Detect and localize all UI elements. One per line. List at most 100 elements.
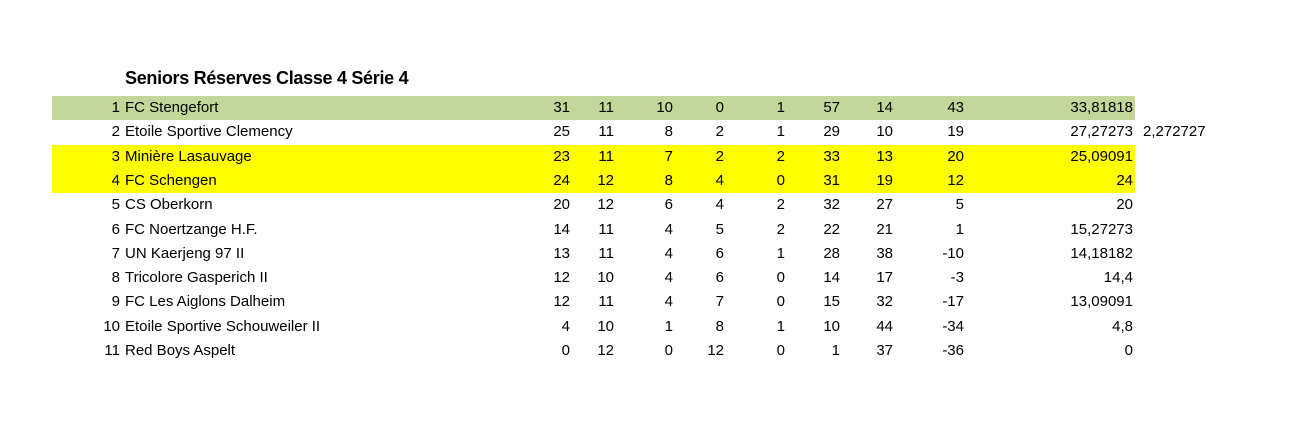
- cell-played[interactable]: 11: [598, 293, 614, 311]
- cell-w[interactable]: 4: [664, 293, 673, 311]
- cell-d[interactable]: 2: [715, 147, 724, 165]
- cell-pts[interactable]: 0: [561, 342, 570, 359]
- cell-team[interactable]: UN Kaerjeng 97 II: [125, 244, 245, 262]
- cell-d[interactable]: 4: [715, 196, 724, 214]
- cell-l[interactable]: 1: [776, 123, 785, 141]
- cell-team[interactable]: FC Schengen: [125, 171, 217, 189]
- cell-team[interactable]: Tricolore Gasperich II: [125, 269, 268, 287]
- cell-gf[interactable]: 32: [823, 196, 840, 214]
- cell-diff[interactable]: -34: [942, 317, 964, 335]
- cell-team[interactable]: FC Les Aiglons Dalheim: [125, 293, 286, 311]
- cell-played[interactable]: 11: [598, 99, 614, 116]
- cell-d[interactable]: 6: [715, 244, 724, 262]
- cell-played[interactable]: 10: [597, 317, 614, 335]
- cell-gf[interactable]: 1: [831, 342, 840, 359]
- cell-w[interactable]: 8: [664, 171, 673, 189]
- cell-pts[interactable]: 13: [553, 244, 570, 262]
- cell-pts[interactable]: 4: [561, 317, 570, 335]
- cell-w[interactable]: 6: [664, 196, 673, 214]
- cell-ga[interactable]: 21: [876, 220, 893, 238]
- cell-team[interactable]: Etoile Sportive Schouweiler II: [125, 317, 321, 335]
- cell-played[interactable]: 12: [597, 171, 614, 189]
- cell-l[interactable]: 2: [776, 147, 785, 165]
- cell-played[interactable]: 10: [597, 269, 614, 287]
- cell-played[interactable]: 12: [597, 342, 614, 359]
- cell-d[interactable]: 12: [707, 342, 724, 359]
- cell-d[interactable]: 7: [715, 293, 724, 311]
- cell-ratio[interactable]: 33,81818: [1070, 99, 1133, 116]
- cell-played[interactable]: 11: [598, 220, 614, 238]
- cell-pts[interactable]: 24: [553, 171, 570, 189]
- cell-ratio[interactable]: 14,4: [1103, 269, 1133, 287]
- cell-rank[interactable]: 7: [111, 244, 120, 262]
- cell-team[interactable]: Etoile Sportive Clemency: [125, 123, 293, 141]
- cell-l[interactable]: 1: [776, 244, 785, 262]
- cell-gf[interactable]: 29: [823, 123, 840, 141]
- cell-diff[interactable]: 1: [955, 220, 964, 238]
- cell-rank[interactable]: 1: [111, 99, 120, 116]
- cell-rank[interactable]: 8: [111, 269, 120, 287]
- cell-ratio[interactable]: 0: [1124, 342, 1133, 359]
- cell-l[interactable]: 0: [776, 269, 785, 287]
- cell-w[interactable]: 8: [664, 123, 673, 141]
- cell-diff[interactable]: -3: [950, 269, 964, 287]
- cell-ratio[interactable]: 13,09091: [1070, 293, 1133, 311]
- cell-pts[interactable]: 23: [553, 147, 570, 165]
- cell-ga[interactable]: 17: [876, 269, 893, 287]
- cell-pts[interactable]: 12: [553, 293, 570, 311]
- cell-team[interactable]: FC Stengefort: [125, 99, 219, 116]
- cell-ratio[interactable]: 24: [1116, 171, 1133, 189]
- cell-rank[interactable]: 3: [111, 147, 120, 165]
- cell-rank[interactable]: 11: [104, 342, 120, 359]
- cell-played[interactable]: 11: [598, 147, 614, 165]
- cell-ratio[interactable]: 27,27273: [1070, 123, 1133, 141]
- cell-ratio[interactable]: 20: [1116, 196, 1133, 214]
- cell-team[interactable]: CS Oberkorn: [125, 196, 213, 214]
- cell-ratio[interactable]: 4,8: [1112, 317, 1133, 335]
- cell-rank[interactable]: 2: [111, 123, 120, 141]
- cell-l[interactable]: 0: [776, 171, 785, 189]
- cell-pts[interactable]: 12: [553, 269, 570, 287]
- cell-rank[interactable]: 4: [111, 171, 120, 189]
- cell-d[interactable]: 0: [715, 99, 724, 116]
- cell-w[interactable]: 4: [664, 269, 673, 287]
- cell-diff[interactable]: -10: [942, 244, 964, 262]
- cell-d[interactable]: 8: [715, 317, 724, 335]
- cell-d[interactable]: 6: [715, 269, 724, 287]
- cell-gf[interactable]: 15: [823, 293, 840, 311]
- cell-l[interactable]: 2: [776, 196, 785, 214]
- cell-diff[interactable]: 43: [947, 99, 964, 116]
- cell-diff[interactable]: 19: [947, 123, 964, 141]
- cell-gf[interactable]: 33: [823, 147, 840, 165]
- cell-w[interactable]: 4: [664, 220, 673, 238]
- cell-l[interactable]: 0: [776, 342, 785, 359]
- cell-pts[interactable]: 14: [553, 220, 570, 238]
- cell-gf[interactable]: 31: [823, 171, 840, 189]
- cell-ga[interactable]: 19: [876, 171, 893, 189]
- cell-ga[interactable]: 10: [876, 123, 893, 141]
- cell-ga[interactable]: 32: [876, 293, 893, 311]
- cell-w[interactable]: 1: [664, 317, 673, 335]
- cell-w[interactable]: 4: [664, 244, 673, 262]
- cell-ga[interactable]: 44: [876, 317, 893, 335]
- cell-w[interactable]: 7: [664, 147, 673, 165]
- cell-ratio[interactable]: 25,09091: [1070, 147, 1133, 165]
- cell-ga[interactable]: 13: [876, 147, 893, 165]
- cell-diff[interactable]: -36: [942, 342, 964, 359]
- cell-team[interactable]: Red Boys Aspelt: [125, 342, 236, 359]
- cell-team[interactable]: FC Noertzange H.F.: [125, 220, 258, 238]
- cell-rank[interactable]: 10: [103, 317, 120, 335]
- cell-w[interactable]: 0: [664, 342, 673, 359]
- cell-played[interactable]: 11: [598, 123, 614, 141]
- cell-w[interactable]: 10: [656, 99, 673, 116]
- cell-gf[interactable]: 10: [823, 317, 840, 335]
- cell-gf[interactable]: 57: [823, 99, 840, 116]
- cell-d[interactable]: 5: [715, 220, 724, 238]
- cell-diff[interactable]: 5: [955, 196, 964, 214]
- cell-ratio[interactable]: 15,27273: [1070, 220, 1133, 238]
- cell-rank[interactable]: 6: [111, 220, 120, 238]
- cell-ga[interactable]: 38: [876, 244, 893, 262]
- cell-l[interactable]: 1: [776, 317, 785, 335]
- cell-rank[interactable]: 5: [111, 196, 120, 214]
- cell-pts[interactable]: 20: [553, 196, 570, 214]
